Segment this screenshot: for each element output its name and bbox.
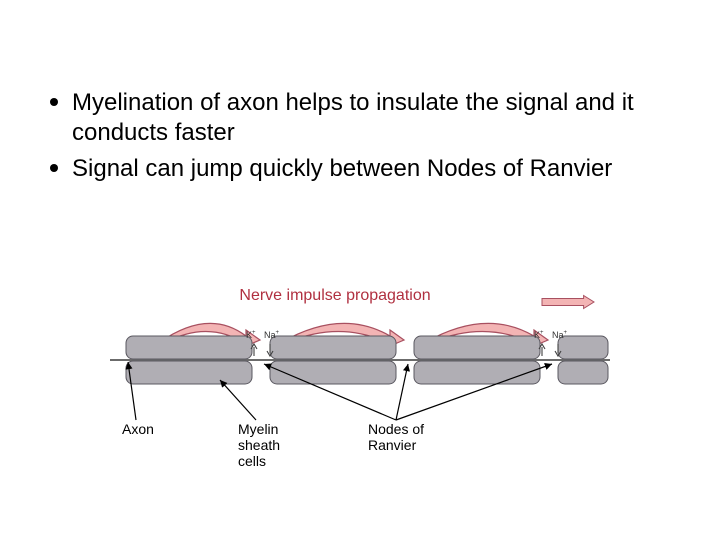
myelin-label: Myelinsheathcells [238,421,280,469]
myelin-segment [126,361,252,384]
bullet-text: Signal can jump quickly between Nodes of… [72,154,650,184]
pointer-line [220,380,256,420]
diagram-title: Nerve impulse propagation [239,287,430,304]
axon-label: Axon [122,421,154,437]
saltatory-conduction-diagram: Nerve impulse propagationK+Na+K+Na+AxonM… [110,280,610,470]
myelin-segment [558,361,608,384]
pointer-line [396,364,408,420]
myelin-segment [558,336,608,359]
myelin-segment [270,361,396,384]
myelin-segment [414,336,540,359]
nodes-label: Nodes ofRanvier [368,421,424,453]
propagation-arrow-icon [542,296,594,309]
bullet-dot-icon [50,98,58,106]
bullet-dot-icon [50,164,58,172]
myelin-segment [126,336,252,359]
bullet-item: Signal can jump quickly between Nodes of… [50,154,650,184]
myelin-segment [414,361,540,384]
myelin-segment [270,336,396,359]
bullet-item: Myelination of axon helps to insulate th… [50,88,650,148]
bullet-list: Myelination of axon helps to insulate th… [50,88,650,190]
bullet-text: Myelination of axon helps to insulate th… [72,88,650,148]
